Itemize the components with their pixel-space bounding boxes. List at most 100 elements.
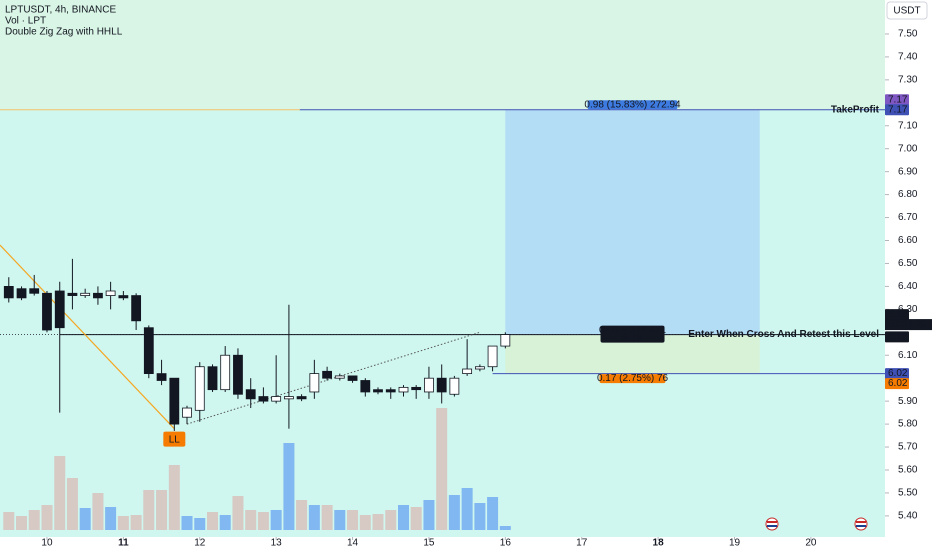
y-tick-label: 5.70 [898, 442, 918, 453]
price-badge [885, 331, 909, 343]
y-tick-label: 7.30 [898, 75, 918, 86]
y-tick-label: 6.70 [898, 212, 918, 223]
x-tick-label: 20 [805, 538, 817, 549]
x-tick-label: 10 [41, 538, 53, 549]
trend-line [186, 331, 481, 425]
x-tick-label: 12 [194, 538, 206, 549]
volume-bar [28, 510, 40, 530]
candle-body [334, 375, 345, 379]
candle-body [42, 292, 52, 331]
candle-body [385, 389, 396, 393]
candle-body [474, 366, 485, 370]
x-tick-label: 13 [271, 538, 283, 549]
zone-label: 0.00 − 176.471 [599, 325, 666, 336]
candle-body [373, 389, 383, 393]
volume-bar [474, 503, 486, 530]
y-tick-label: 7.00 [898, 143, 918, 154]
volume-bar [308, 505, 320, 530]
x-tick-label: 16 [500, 538, 512, 549]
zigzag-line [0, 244, 175, 430]
chart-title: LPTUSDT, 4h, BINANCE [5, 5, 116, 16]
volume-bar [270, 510, 282, 530]
volume-bar [3, 512, 15, 530]
y-tick-label: 5.90 [898, 396, 918, 407]
volume-bar [92, 493, 104, 530]
volume-bar [207, 512, 219, 530]
x-tick-label: 15 [423, 538, 435, 549]
candle-body [207, 366, 218, 391]
candle-body [322, 370, 333, 379]
volume-bar [156, 490, 168, 530]
volume-bar [398, 505, 410, 530]
candle-body [245, 389, 256, 400]
zone-label-box [599, 374, 666, 384]
candle-body [80, 292, 91, 296]
candle-body [500, 334, 511, 347]
candle-body [67, 292, 78, 296]
y-tick-label: 5.40 [898, 511, 918, 522]
volume-bar [359, 515, 371, 530]
price-badge-label: 6.02 [888, 378, 908, 389]
x-tick-label: 14 [347, 538, 359, 549]
volume-bar [143, 490, 155, 530]
candle-body [462, 368, 473, 375]
flag-icon [765, 517, 779, 531]
y-tick-label: 6.50 [898, 258, 918, 269]
volume-bar [79, 508, 91, 530]
candle-body [16, 288, 27, 299]
y-tick-label: 6.80 [898, 189, 918, 200]
candle-body [449, 377, 460, 395]
pivot-label-box [163, 431, 186, 447]
candle-body [105, 290, 116, 296]
volume-bar [321, 505, 333, 530]
zone-label-box [600, 325, 665, 343]
y-tick-label: 7.40 [898, 52, 918, 63]
y-tick-label: 6.10 [898, 350, 918, 361]
volume-bar [257, 512, 269, 530]
price-badge-label: 6.02 [888, 368, 908, 379]
candle-body [182, 407, 192, 418]
price-badge-label: 7.17 [888, 94, 908, 105]
volume-bar [296, 500, 308, 530]
price-axis [885, 0, 932, 550]
zone-label: 5.76 [623, 333, 643, 344]
price-badge [885, 368, 909, 380]
currency-button[interactable] [886, 1, 928, 20]
volume-bar [334, 510, 346, 530]
price-badge [885, 94, 909, 106]
candle-body [131, 295, 142, 322]
volume-bar [66, 478, 78, 530]
candle-body [29, 288, 40, 294]
volume-bar [487, 497, 499, 530]
flag-icon [854, 517, 868, 531]
target-zone [505, 109, 760, 335]
currency[interactable]: USDT [893, 6, 920, 17]
volume-bar [448, 495, 460, 530]
candle-body [296, 396, 307, 400]
x-tick-label: 19 [729, 538, 741, 549]
indicator-legend: Double Zig Zag with HHLL [5, 27, 123, 38]
candle-body [3, 285, 14, 299]
candle-body [220, 354, 231, 391]
candle-body [360, 380, 371, 393]
candle-body [347, 375, 358, 381]
volume-bar [194, 518, 206, 530]
candle-body [143, 327, 154, 375]
y-tick-label: 6.40 [898, 281, 918, 292]
volume-bar [219, 515, 231, 530]
candle-body [156, 373, 167, 381]
candle-body [436, 377, 447, 393]
price-badge [885, 378, 909, 390]
y-tick-label: 6.90 [898, 166, 918, 177]
x-tick-label: 18 [653, 538, 665, 549]
candle-body [54, 290, 65, 329]
y-tick-label: 5.60 [898, 465, 918, 476]
volume-bar [461, 488, 473, 530]
price-badge-label: 6.18 [888, 332, 908, 343]
candle-body [258, 396, 269, 402]
volume-bar [423, 500, 435, 530]
y-tick-label: 5.50 [898, 488, 918, 499]
x-tick-label: 17 [576, 538, 588, 549]
volume-bar [168, 465, 180, 530]
